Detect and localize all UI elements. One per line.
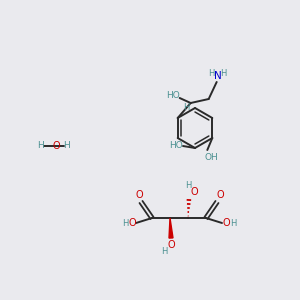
- Text: O: O: [216, 190, 224, 200]
- Text: O: O: [167, 240, 175, 250]
- Polygon shape: [169, 218, 173, 238]
- Text: H: H: [37, 142, 44, 151]
- Text: N: N: [214, 71, 222, 81]
- Text: O: O: [128, 218, 136, 228]
- Text: HO: HO: [166, 92, 180, 100]
- Text: H: H: [122, 220, 128, 229]
- Text: H: H: [208, 68, 215, 77]
- Text: O: O: [222, 218, 230, 228]
- Text: H: H: [185, 182, 191, 190]
- Text: H: H: [220, 68, 227, 77]
- Text: H: H: [230, 220, 236, 229]
- Text: OH: OH: [204, 154, 218, 163]
- Text: H: H: [184, 103, 190, 112]
- Text: O: O: [52, 141, 60, 151]
- Text: H: H: [64, 142, 70, 151]
- Text: O: O: [135, 190, 143, 200]
- Text: H: H: [161, 247, 167, 256]
- Text: HO: HO: [169, 140, 183, 149]
- Text: O: O: [190, 187, 198, 197]
